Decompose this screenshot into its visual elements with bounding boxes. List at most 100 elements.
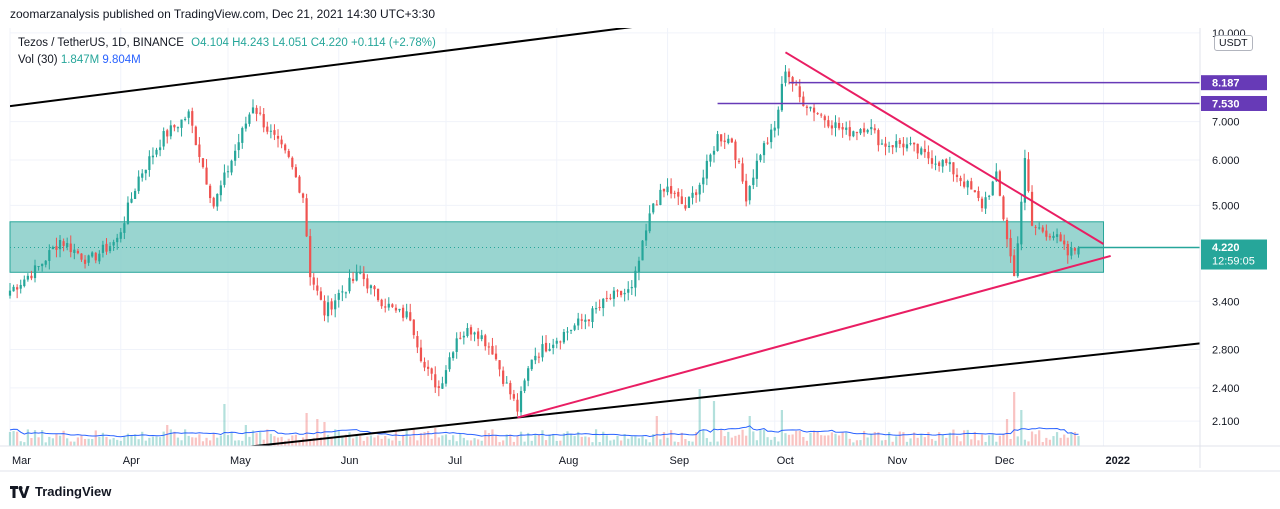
candle <box>294 164 297 179</box>
y-tick-label: 2.400 <box>1212 383 1240 395</box>
volume-bar <box>387 438 390 446</box>
candle-body <box>877 130 880 146</box>
candle <box>687 196 691 209</box>
volume-bar <box>491 429 494 446</box>
candle-body <box>437 386 440 388</box>
candle <box>623 288 626 302</box>
volume-bar <box>244 425 247 446</box>
candle <box>469 324 473 341</box>
candle <box>580 313 583 330</box>
candle <box>723 132 726 150</box>
candle <box>480 329 483 342</box>
candle-body <box>1023 158 1027 203</box>
candle <box>712 146 716 163</box>
candle <box>419 339 423 363</box>
volume-bar <box>973 431 976 446</box>
candle <box>376 288 380 302</box>
candle <box>966 179 969 195</box>
volume-bar <box>437 437 440 446</box>
candle-body <box>848 127 851 137</box>
candle-body <box>12 286 15 292</box>
candle-body <box>980 198 984 209</box>
publisher-caption: zoomarzanalysis published on TradingView… <box>10 7 436 21</box>
volume-bar <box>970 439 973 446</box>
volume-bar <box>326 434 330 446</box>
candle-body <box>609 297 612 299</box>
volume-bar <box>441 435 444 446</box>
candle-body <box>666 186 669 193</box>
candle <box>841 123 844 138</box>
candle <box>484 333 487 351</box>
candle <box>226 165 230 178</box>
volume-bar <box>823 435 826 446</box>
candle <box>362 266 365 287</box>
x-tick-label: Nov <box>888 455 908 467</box>
candle-body <box>284 144 287 151</box>
candle <box>477 327 480 347</box>
volume-bar <box>409 436 412 446</box>
volume-bar <box>158 437 162 446</box>
volume-bar <box>348 432 351 446</box>
candle <box>373 285 376 297</box>
candle-body <box>58 239 62 250</box>
candle-body <box>359 272 362 274</box>
candle <box>1070 241 1073 260</box>
candle <box>720 134 723 147</box>
volume-label[interactable]: Vol (30) <box>18 54 58 66</box>
candle-body <box>659 189 662 206</box>
volume-bar <box>323 422 326 446</box>
volume-bar <box>452 435 455 446</box>
candle <box>802 91 805 107</box>
volume-bar <box>609 440 612 446</box>
volume-bar <box>602 431 605 446</box>
candle <box>534 347 537 365</box>
volume-bar <box>562 433 566 446</box>
candle <box>191 107 194 134</box>
candle <box>108 242 112 254</box>
candle <box>266 121 269 135</box>
volume-bar <box>516 435 519 446</box>
volume-bar <box>155 436 158 446</box>
candle-body <box>334 300 337 310</box>
candle <box>537 352 540 364</box>
candle-body <box>344 292 348 294</box>
volume-bar <box>748 416 751 446</box>
volume-bar <box>505 434 508 446</box>
volume-bar <box>248 436 251 446</box>
candle-body <box>641 240 644 261</box>
candle <box>977 186 980 202</box>
volume-bar <box>980 434 984 446</box>
candle <box>612 287 616 307</box>
volume-bar <box>552 433 555 446</box>
volume-bar <box>355 434 358 446</box>
candle-body <box>105 243 108 252</box>
volume-bar <box>584 436 587 446</box>
volume-bar <box>48 436 51 446</box>
volume-bar <box>444 434 448 446</box>
volume-bar <box>837 435 841 446</box>
candle-body <box>119 232 122 239</box>
tradingview-branding[interactable]: TradingView <box>10 484 111 499</box>
candle <box>269 124 272 139</box>
volume-bar <box>773 436 776 446</box>
candle-body <box>1013 255 1016 277</box>
volume-bar <box>230 431 233 446</box>
candle <box>80 253 83 262</box>
candle <box>205 159 208 185</box>
volume-bar <box>259 432 262 446</box>
candle-body <box>584 319 587 322</box>
candle-body <box>151 155 155 158</box>
volume-bar <box>448 439 451 446</box>
candle <box>591 306 594 329</box>
volume-bar <box>294 434 297 446</box>
symbol-name[interactable]: Tezos / TetherUS, 1D, BINANCE <box>18 37 184 49</box>
candle-body <box>276 135 280 139</box>
candle <box>380 298 383 309</box>
volume-bar <box>266 429 269 446</box>
currency-selector[interactable]: USDT <box>1214 35 1253 51</box>
candle <box>194 125 197 146</box>
candle <box>1020 195 1023 251</box>
candle-body <box>259 112 262 114</box>
candle-body <box>409 312 412 321</box>
